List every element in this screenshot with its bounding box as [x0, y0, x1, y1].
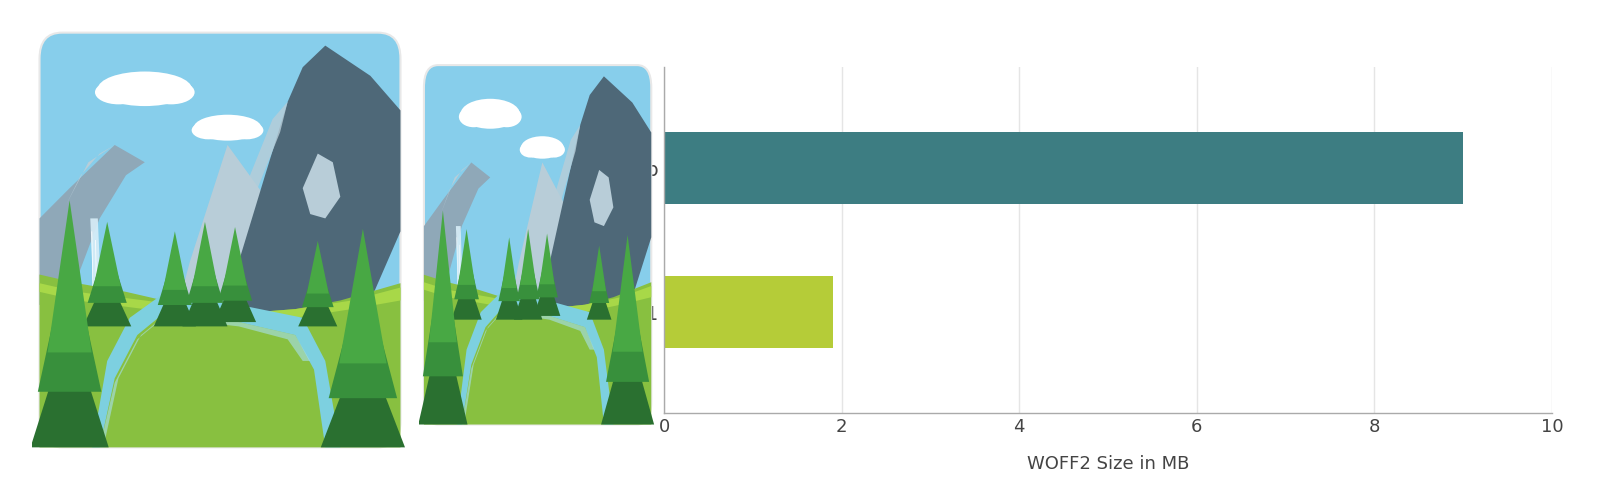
Polygon shape	[154, 279, 195, 326]
Polygon shape	[214, 275, 256, 322]
Ellipse shape	[192, 121, 226, 139]
Polygon shape	[298, 284, 338, 326]
Ellipse shape	[98, 72, 192, 106]
Polygon shape	[509, 162, 590, 312]
Polygon shape	[458, 229, 475, 285]
Polygon shape	[592, 246, 606, 291]
Polygon shape	[320, 338, 405, 447]
Polygon shape	[187, 241, 224, 303]
Polygon shape	[182, 274, 227, 326]
Polygon shape	[590, 170, 613, 226]
Bar	[664, 276, 832, 348]
Polygon shape	[451, 275, 482, 320]
Ellipse shape	[86, 300, 106, 318]
Polygon shape	[589, 259, 610, 303]
Polygon shape	[418, 317, 467, 424]
Polygon shape	[94, 222, 120, 286]
Ellipse shape	[147, 80, 195, 104]
Polygon shape	[422, 249, 462, 376]
Polygon shape	[192, 222, 218, 286]
Polygon shape	[38, 245, 101, 392]
Polygon shape	[424, 282, 651, 316]
Ellipse shape	[459, 106, 488, 127]
Polygon shape	[440, 162, 472, 215]
Polygon shape	[91, 231, 93, 292]
Polygon shape	[602, 330, 654, 424]
Polygon shape	[454, 246, 478, 300]
Polygon shape	[534, 275, 560, 316]
Polygon shape	[514, 275, 542, 320]
X-axis label: WOFF2 Size in MB: WOFF2 Size in MB	[1027, 455, 1189, 473]
Polygon shape	[456, 226, 462, 301]
Polygon shape	[339, 229, 387, 363]
Polygon shape	[158, 249, 192, 305]
Polygon shape	[517, 246, 539, 300]
Polygon shape	[93, 296, 341, 447]
Ellipse shape	[520, 142, 541, 157]
Polygon shape	[587, 283, 611, 320]
Polygon shape	[222, 227, 246, 286]
Polygon shape	[302, 256, 334, 307]
Ellipse shape	[453, 297, 466, 312]
Polygon shape	[99, 313, 310, 447]
FancyBboxPatch shape	[40, 33, 400, 447]
Polygon shape	[40, 275, 400, 447]
Ellipse shape	[94, 80, 142, 104]
Polygon shape	[536, 249, 558, 298]
Polygon shape	[227, 102, 288, 257]
Ellipse shape	[522, 136, 563, 159]
Polygon shape	[40, 145, 146, 318]
Polygon shape	[83, 274, 131, 326]
Polygon shape	[218, 244, 253, 300]
Polygon shape	[520, 229, 536, 285]
Polygon shape	[502, 237, 517, 288]
Polygon shape	[66, 145, 115, 205]
Polygon shape	[613, 235, 643, 352]
Polygon shape	[163, 231, 187, 290]
Polygon shape	[221, 46, 400, 318]
Polygon shape	[40, 283, 400, 322]
Ellipse shape	[461, 99, 520, 129]
Polygon shape	[48, 200, 91, 352]
Polygon shape	[499, 252, 520, 301]
Polygon shape	[302, 154, 341, 218]
FancyBboxPatch shape	[424, 65, 651, 424]
Polygon shape	[30, 324, 109, 447]
Polygon shape	[90, 218, 101, 305]
Bar	[664, 132, 1464, 204]
Ellipse shape	[493, 106, 522, 127]
Polygon shape	[462, 309, 595, 424]
Polygon shape	[606, 269, 650, 382]
Polygon shape	[458, 293, 613, 424]
Polygon shape	[88, 241, 126, 303]
Polygon shape	[328, 268, 397, 398]
Ellipse shape	[544, 142, 565, 157]
Polygon shape	[424, 162, 490, 312]
Polygon shape	[174, 145, 302, 318]
Polygon shape	[429, 210, 456, 342]
Ellipse shape	[194, 115, 261, 141]
Polygon shape	[538, 76, 651, 312]
Polygon shape	[539, 234, 555, 284]
Polygon shape	[542, 125, 581, 260]
Ellipse shape	[229, 121, 264, 139]
Polygon shape	[94, 240, 98, 300]
Polygon shape	[424, 275, 651, 424]
Polygon shape	[307, 241, 328, 294]
Polygon shape	[496, 278, 523, 320]
